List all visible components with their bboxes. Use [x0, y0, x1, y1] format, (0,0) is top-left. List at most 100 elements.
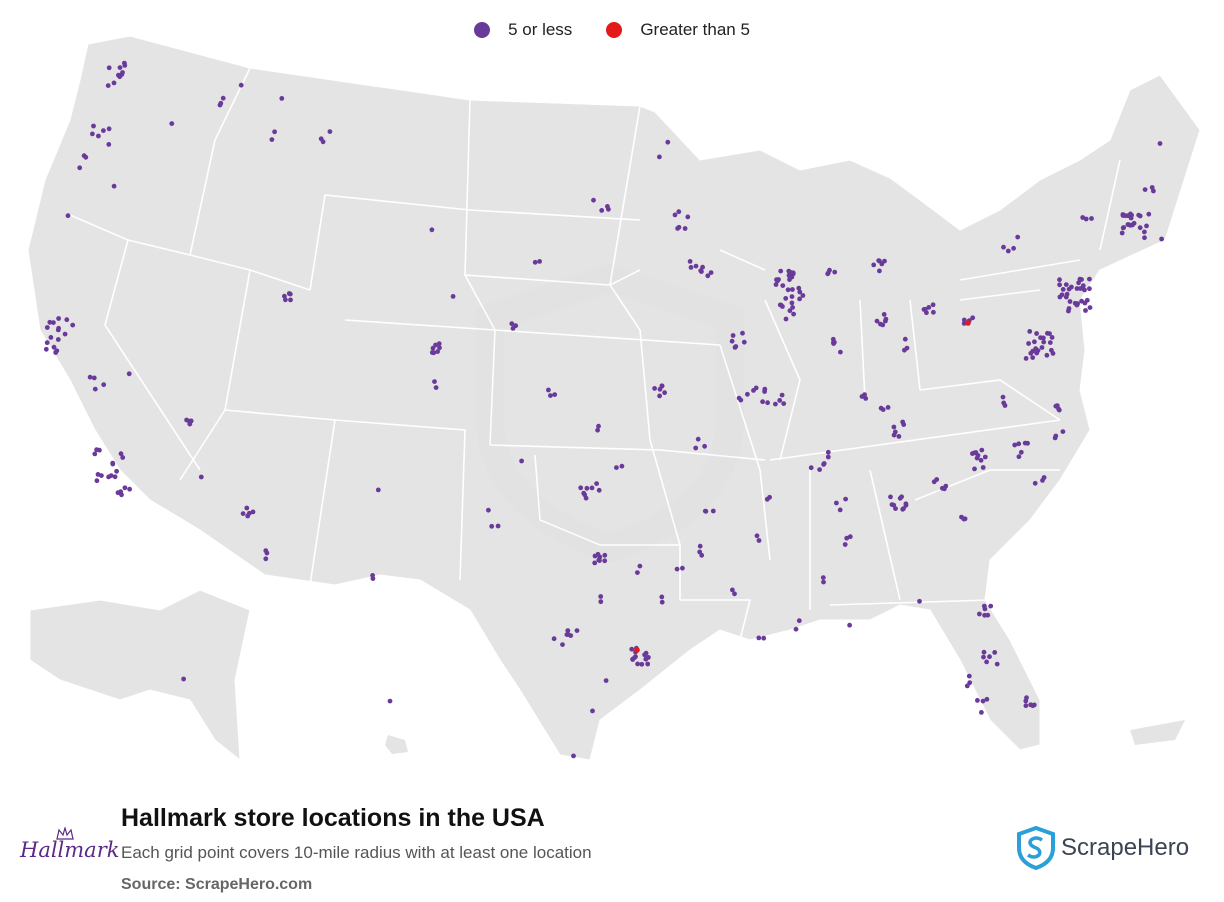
store-point [1022, 440, 1028, 446]
store-point [791, 311, 796, 317]
store-point [1023, 356, 1029, 361]
store-point [283, 297, 288, 303]
store-point [825, 270, 831, 276]
store-point [120, 455, 126, 460]
store-point [961, 317, 967, 323]
store-point [114, 468, 119, 474]
map-source: Source: ScrapeHero.com [121, 876, 313, 893]
store-point [1083, 216, 1089, 222]
store-point [430, 345, 436, 351]
store-point [101, 382, 107, 388]
store-point [825, 454, 831, 460]
store-point [1032, 339, 1037, 345]
puerto-rico-landmass [1130, 720, 1185, 745]
store-point [118, 489, 124, 495]
store-point [96, 133, 101, 139]
store-point [510, 326, 516, 331]
store-point [959, 514, 964, 520]
store-point [1002, 403, 1008, 408]
store-point [843, 496, 848, 502]
store-point [930, 302, 936, 308]
store-point [931, 309, 936, 315]
store-point [597, 558, 602, 563]
store-point [1001, 244, 1006, 250]
legend-label-large: Greater than 5 [640, 20, 750, 39]
store-point [979, 710, 984, 715]
store-point [187, 421, 193, 427]
store-point [970, 315, 976, 321]
map-subtitle: Each grid point covers 10-mile radius wi… [121, 843, 592, 862]
store-point [122, 63, 128, 68]
store-point [614, 465, 619, 470]
store-point [773, 401, 778, 407]
store-point [702, 443, 707, 449]
store-point [645, 661, 651, 667]
store-point [657, 154, 662, 160]
store-point [1057, 277, 1062, 283]
store-point [94, 447, 99, 453]
store-point [680, 565, 685, 571]
store-point [736, 395, 742, 401]
store-point [287, 291, 293, 297]
store-point [697, 543, 703, 549]
store-point [980, 465, 986, 470]
store-point [1074, 286, 1080, 291]
store-point [489, 523, 495, 529]
store-point [169, 121, 175, 126]
store-point [48, 335, 54, 340]
store-point [790, 305, 795, 310]
store-point [486, 507, 491, 513]
store-point [602, 558, 608, 564]
store-point [1034, 331, 1039, 336]
store-point [821, 579, 826, 585]
store-point [682, 226, 688, 231]
store-point [984, 696, 990, 702]
store-point [1087, 305, 1093, 310]
store-point [702, 508, 708, 514]
store-point [91, 123, 96, 129]
store-point [602, 552, 608, 558]
store-point [745, 391, 750, 397]
scrapehero-logo: ScrapeHero [1061, 834, 1190, 861]
store-point [596, 423, 601, 429]
store-point [595, 551, 601, 557]
store-point [629, 646, 635, 652]
store-point [589, 485, 595, 491]
store-point [1087, 286, 1092, 292]
store-point [65, 213, 71, 219]
store-point [665, 139, 671, 145]
legend-item-small: 5 or less [474, 20, 572, 40]
scrapehero-shield-icon [1017, 826, 1055, 870]
store-point [832, 269, 838, 275]
store-point [778, 302, 784, 308]
store-point [1053, 433, 1059, 439]
store-point [942, 486, 947, 492]
store-point [56, 316, 61, 321]
store-point [437, 345, 442, 351]
store-point [217, 102, 223, 108]
store-point [984, 659, 989, 665]
store-point [1125, 222, 1131, 227]
store-point [106, 65, 112, 71]
store-point [764, 496, 770, 502]
store-point [871, 262, 877, 268]
store-point [594, 481, 599, 486]
store-point [847, 534, 853, 540]
store-point [863, 396, 869, 401]
store-point [1136, 212, 1142, 218]
store-point [676, 224, 682, 230]
store-point [765, 400, 770, 406]
store-point [977, 611, 982, 617]
store-point [837, 507, 843, 513]
store-point [599, 208, 605, 213]
store-point [90, 131, 95, 137]
store-point [91, 375, 97, 381]
store-point [838, 349, 843, 355]
store-point [761, 635, 767, 641]
store-point [327, 129, 333, 135]
store-point [797, 296, 802, 302]
hallmark-crown-icon [56, 827, 74, 840]
purple-dot-icon [474, 22, 491, 38]
store-point [263, 556, 269, 562]
store-point [436, 341, 442, 347]
